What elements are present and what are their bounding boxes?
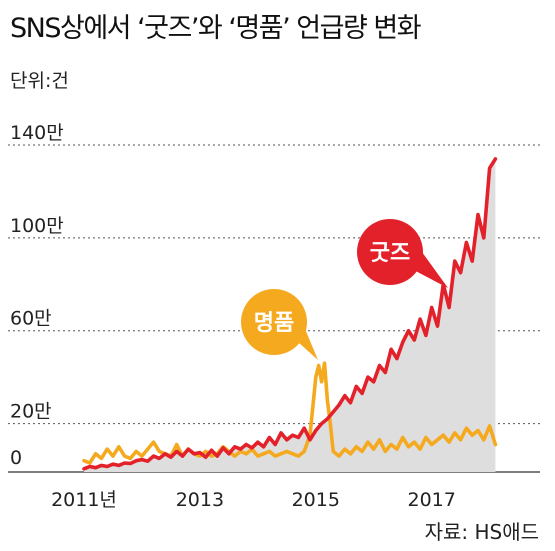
luxury-callout-bubble <box>241 289 307 355</box>
unit-label: 단위:건 <box>10 70 69 92</box>
y-tick-label: 100만 <box>10 215 64 237</box>
y-tick-label: 60만 <box>10 308 52 330</box>
y-tick-label: 140만 <box>10 122 64 144</box>
series-area-0 <box>84 158 496 472</box>
x-tick-label: 2015 <box>292 489 340 511</box>
goods-callout-bubble <box>357 219 423 285</box>
luxury-callout-label: 명품 <box>254 311 294 336</box>
y-tick-label: 0 <box>10 447 22 469</box>
series-line-goods <box>82 157 498 471</box>
x-tick-label: 2013 <box>176 489 224 511</box>
x-tick-label: 2017 <box>407 489 455 511</box>
y-tick-label: 20만 <box>10 401 52 423</box>
series-line-luxury <box>82 361 498 465</box>
chart-title: SNS상에서 ‘굿즈’와 ‘명품’ 언급량 변화 <box>10 13 422 44</box>
x-tick-label: 2011년 <box>51 489 117 511</box>
goods-callout-label: 굿즈 <box>370 241 410 266</box>
source-label: 자료: HS애드 <box>424 520 539 544</box>
